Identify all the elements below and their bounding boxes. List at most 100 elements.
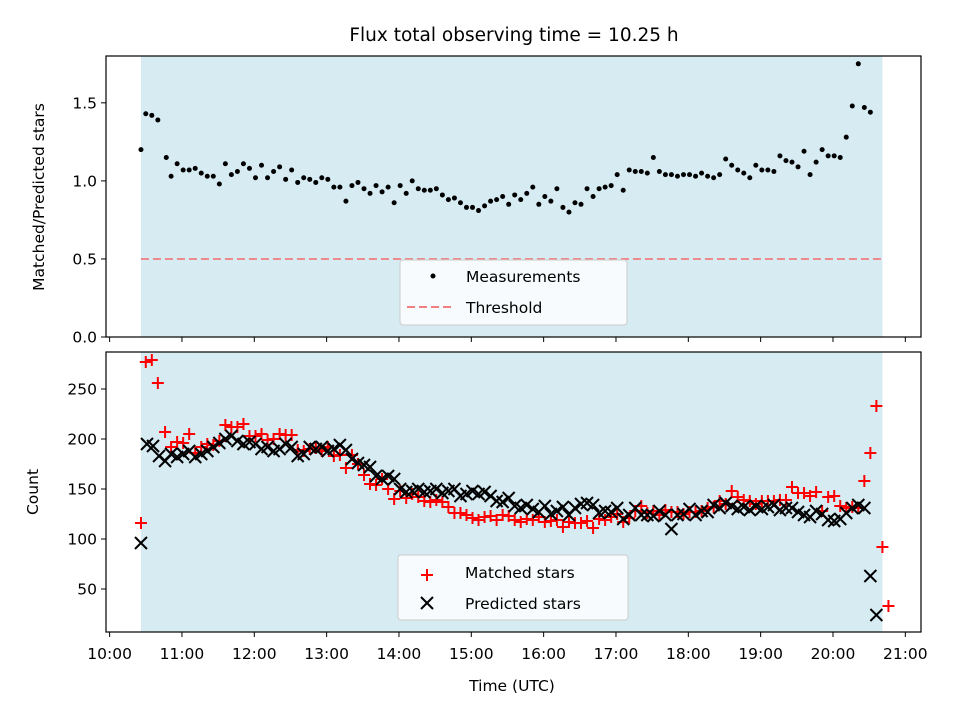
measurement-point (313, 179, 319, 185)
x-axis-label: Time (UTC) (468, 677, 555, 695)
measurement-point (451, 195, 457, 201)
legend-matched-label: Matched stars (465, 564, 575, 582)
measurement-point (765, 167, 771, 173)
predicted-star-point (568, 501, 582, 515)
x-tick-label: 21:00 (883, 645, 928, 663)
matched-star-point (725, 485, 738, 497)
measurement-point (530, 184, 536, 190)
measurement-point (180, 167, 186, 173)
top-y-tick-label: 0.0 (72, 329, 97, 347)
measurement-point (397, 183, 403, 189)
predicted-star-point (327, 442, 341, 456)
predicted-star-point (345, 452, 359, 466)
measurement-point (699, 170, 705, 176)
measurement-point (409, 178, 415, 184)
predicted-star-point (477, 485, 492, 499)
legend-measurements-label: Measurements (466, 268, 581, 286)
measurement-point (265, 175, 271, 181)
matched-star-point (508, 514, 521, 526)
measurement-point (554, 186, 560, 192)
predicted-star-point (785, 501, 799, 515)
measurement-point (729, 162, 735, 168)
legend-predicted-label: Predicted stars (465, 595, 581, 613)
predicted-star-point (743, 503, 757, 517)
predicted-star-point (610, 501, 624, 515)
bottom-y-tick-label: 100 (67, 531, 97, 549)
measurement-point (349, 183, 355, 189)
matched-star-point (785, 481, 798, 493)
measurement-point (656, 169, 662, 175)
measurement-point (662, 172, 668, 178)
top-legend: Measurements Threshold (399, 259, 628, 326)
measurement-point (216, 181, 222, 187)
top-panel: 0.0 0.5 1.0 1.5 (72, 55, 922, 347)
predicted-star-point (520, 498, 534, 512)
matched-star-point (139, 356, 152, 368)
measurement-point (379, 189, 385, 195)
x-tick-label: 16:00 (521, 645, 566, 663)
measurement-point (482, 203, 488, 209)
matched-star-point (358, 469, 371, 481)
x-tick-label: 17:00 (594, 645, 639, 663)
predicted-star-point (206, 440, 221, 454)
measurement-point (319, 175, 325, 181)
matched-star-point (526, 514, 539, 526)
predicted-star-point (869, 608, 884, 622)
measurement-point (494, 197, 500, 203)
measurement-point (283, 176, 289, 182)
measurement-point (198, 170, 204, 176)
measurement-point (596, 186, 602, 192)
measurement-point (331, 184, 337, 190)
measurement-point (355, 179, 361, 185)
top-y-tick-label: 0.5 (72, 250, 97, 268)
measurement-point (831, 153, 837, 159)
bottom-legend: Matched stars Predicted stars (397, 554, 629, 621)
x-tick-label: 14:00 (377, 645, 422, 663)
matched-star-point (255, 428, 268, 440)
matched-star-point (587, 522, 600, 534)
predicted-star-point (134, 536, 148, 550)
predicted-star-point (284, 440, 299, 454)
matched-star-point (436, 496, 449, 508)
measurement-point (163, 154, 169, 160)
measurement-point (578, 201, 584, 207)
predicted-star-point (495, 495, 510, 509)
measurement-point (867, 109, 873, 115)
predicted-star-point (339, 443, 353, 457)
measurement-point (711, 175, 717, 181)
measurement-point (470, 204, 476, 210)
measurement-point (246, 165, 252, 171)
predicted-star-point (779, 501, 793, 515)
matched-star-point (575, 517, 588, 529)
measurement-point (650, 154, 656, 160)
measurement-point (204, 173, 210, 179)
matched-star-point (219, 419, 232, 431)
measurement-point (789, 159, 795, 165)
measurement-point (807, 172, 813, 178)
measurement-point (155, 117, 161, 123)
matched-star-point (151, 377, 164, 389)
measurement-point (747, 175, 753, 181)
predicted-star-point (634, 508, 649, 522)
matched-star-point (159, 426, 172, 438)
measurement-point (192, 165, 198, 171)
matched-star-point (424, 496, 437, 508)
matched-star-point (798, 487, 811, 499)
measurement-point (741, 170, 747, 176)
measurement-point (367, 190, 373, 196)
measurement-point (584, 186, 590, 192)
matched-star-point (864, 447, 877, 459)
matched-star-point (581, 515, 594, 527)
measurement-point (566, 209, 572, 215)
matched-star-point (249, 430, 262, 442)
bottom-y-tick-label: 150 (67, 481, 97, 499)
matched-star-point (502, 510, 515, 522)
matched-star-point (382, 483, 395, 495)
measurement-point (680, 172, 686, 178)
measurement-point (439, 192, 445, 198)
matched-star-point (466, 512, 479, 524)
measurement-point (391, 200, 397, 206)
predicted-star-point (363, 460, 377, 474)
matched-star-point (882, 600, 895, 612)
